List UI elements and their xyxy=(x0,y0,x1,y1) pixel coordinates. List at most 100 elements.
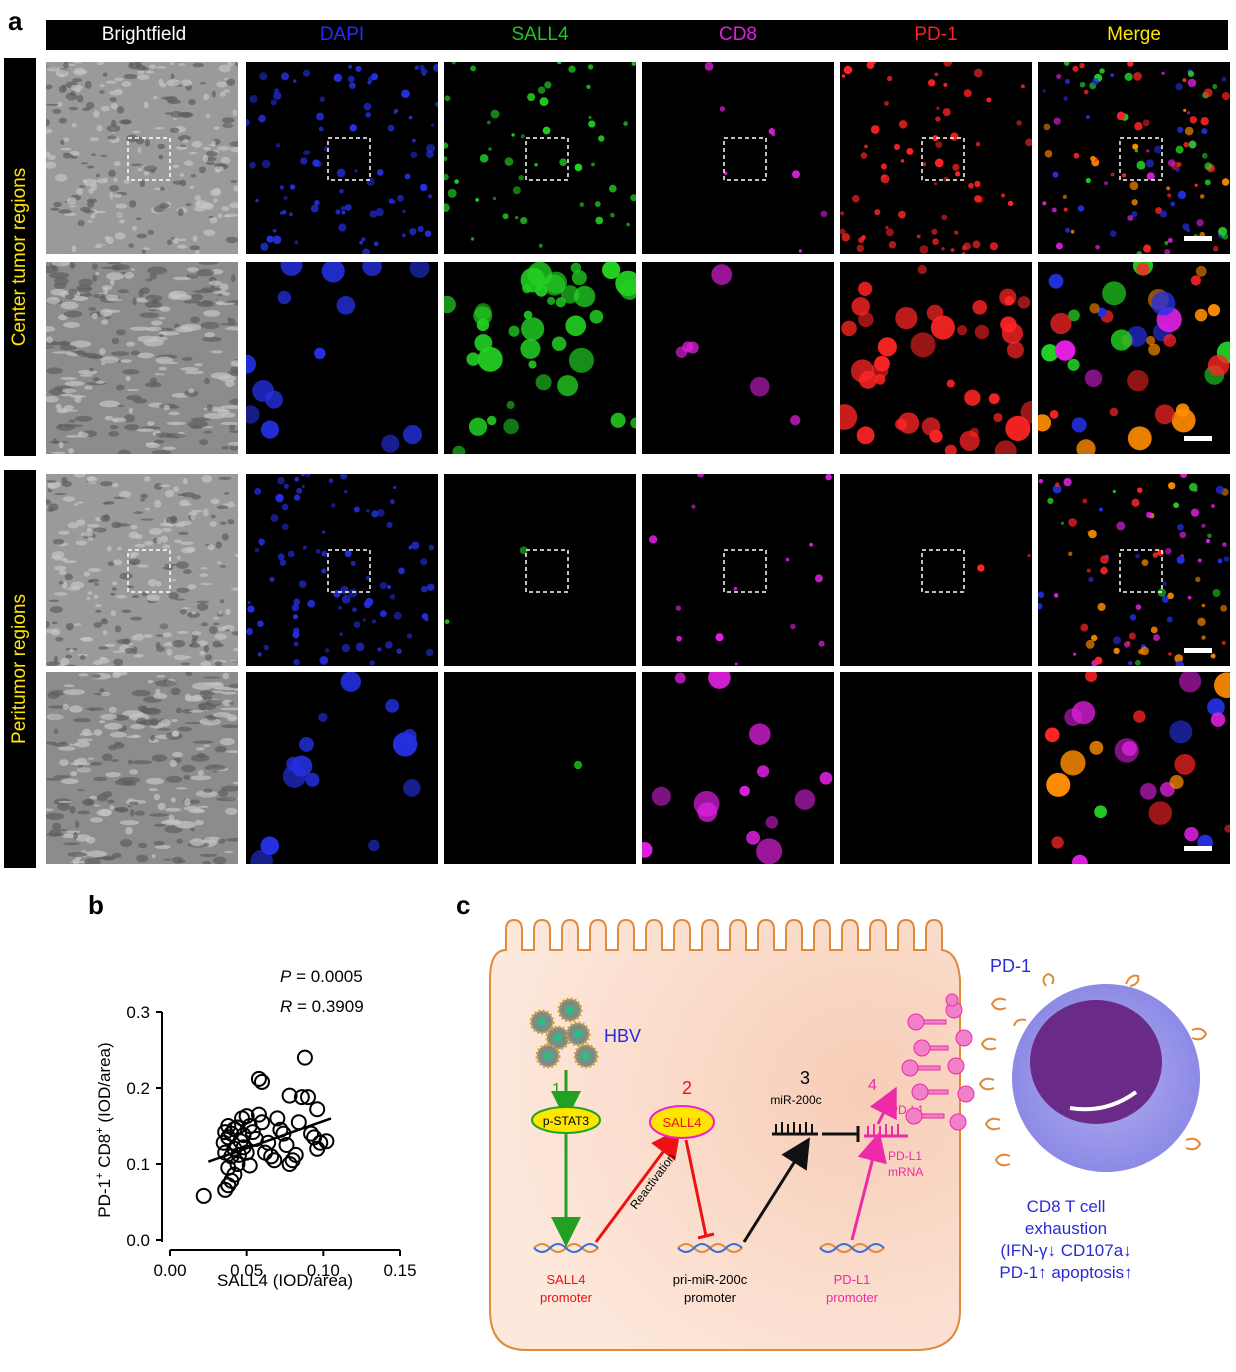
inset-region-box xyxy=(1119,137,1163,181)
data-point xyxy=(300,1089,316,1106)
sall4-promoter-label-1: SALL4 xyxy=(546,1272,585,1287)
micrograph-center-overview-brightfield xyxy=(46,62,238,254)
micrograph-peritumor-overview-dapi xyxy=(246,474,438,666)
micrograph-peritumor-zoom-dapi xyxy=(246,672,438,864)
micrograph-peritumor-overview-cd8 xyxy=(642,474,834,666)
mrna-to-pdl1-arrow xyxy=(869,1086,897,1125)
x-tick-label: 0.10 xyxy=(307,1261,340,1280)
data-point xyxy=(250,1070,267,1087)
primir-to-mir-arrow xyxy=(742,1137,810,1243)
column-label-sall4: SALL4 xyxy=(511,24,569,45)
inset-region-box xyxy=(723,137,767,181)
step-4-number: 4 xyxy=(868,1077,877,1094)
y-tick-label: 0.2 xyxy=(126,1079,150,1098)
micrograph-center-zoom-dapi xyxy=(246,262,438,454)
mir200c-label: miR-200c xyxy=(770,1093,821,1107)
primir-promoter-label-2: promoter xyxy=(684,1290,737,1305)
sall4-promoter-label-2: promoter xyxy=(540,1290,593,1305)
data-point xyxy=(269,1110,286,1127)
micrograph-center-zoom-merge xyxy=(1038,262,1230,454)
channel-header-bar: Brightfield DAPI SALL4 CD8 PD-1 Merge xyxy=(46,20,1228,50)
p-value-label: P = 0.0005 xyxy=(280,967,363,986)
inset-region-box xyxy=(1119,549,1163,593)
step-3-number: 3 xyxy=(800,1068,810,1088)
sall4-inhibits-primir-line xyxy=(684,1139,708,1237)
micrograph-peritumor-overview-brightfield xyxy=(46,474,238,666)
data-point xyxy=(318,1133,335,1150)
pdl1-receptors-icon xyxy=(901,993,975,1131)
micrograph-peritumor-overview-merge xyxy=(1038,474,1230,666)
inhibition-bar xyxy=(697,1232,715,1240)
data-point xyxy=(231,1146,247,1163)
micrograph-peritumor-zoom-brightfield xyxy=(46,672,238,864)
data-point xyxy=(195,1187,212,1204)
x-tick-label: 0.05 xyxy=(230,1261,263,1280)
inset-region-box xyxy=(127,137,171,181)
outcome-line-3: (IFN-γ↓ CD107a↓ xyxy=(1000,1241,1131,1260)
micrograph-center-zoom-brightfield xyxy=(46,262,238,454)
pdl1-promoter-label-1: PD-L1 xyxy=(834,1272,871,1287)
hbv-label: HBV xyxy=(604,1026,641,1046)
data-point xyxy=(293,1089,310,1106)
outcome-line-4: PD-1↑ apoptosis↑ xyxy=(999,1263,1132,1282)
data-point xyxy=(254,1114,270,1131)
micrograph-center-zoom-sall4 xyxy=(444,262,636,454)
mechanism-diagram: HBV 1 p-STAT3 SALL4 promoter Reactivatio… xyxy=(486,910,1226,1365)
column-label-dapi: DAPI xyxy=(319,24,365,45)
data-point xyxy=(235,1127,252,1144)
y-tick-label: 0.1 xyxy=(126,1155,150,1174)
scale-bar xyxy=(1184,436,1212,441)
y-tick-label: 0.3 xyxy=(126,1003,150,1022)
micrograph-center-zoom-pd1 xyxy=(840,262,1032,454)
row-label-bar-peritumor: Peritumor regions xyxy=(4,470,36,868)
x-tick-label: 0.00 xyxy=(153,1261,186,1280)
pd1-receptors-icon xyxy=(978,972,1208,1167)
x-axis-label: SALL4 (IOD/area) xyxy=(217,1271,353,1290)
y-tick-label: 0.0 xyxy=(126,1231,150,1250)
x-tick-label: 0.15 xyxy=(383,1261,416,1280)
data-point xyxy=(254,1073,270,1090)
data-point xyxy=(296,1049,313,1066)
micrograph-center-overview-cd8 xyxy=(642,62,834,254)
pd1-label: PD-1 xyxy=(990,956,1031,976)
data-point xyxy=(287,1146,304,1163)
data-point xyxy=(220,1118,237,1134)
inset-region-box xyxy=(723,549,767,593)
promoter-to-mrna-arrow xyxy=(850,1131,887,1241)
micrograph-center-zoom-cd8 xyxy=(642,262,834,454)
micrograph-peritumor-zoom-cd8 xyxy=(642,672,834,864)
sall4-node xyxy=(649,1105,715,1139)
pdl1-mrna-label-2: mRNA xyxy=(888,1165,923,1179)
mechanism-diagram-svg: HBV 1 p-STAT3 SALL4 promoter Reactivatio… xyxy=(489,918,1208,1351)
scale-bar xyxy=(1184,846,1212,851)
data-point xyxy=(309,1101,326,1118)
panel-letter-c: c xyxy=(456,890,471,920)
panel-letter-a: a xyxy=(8,6,23,36)
inset-region-box xyxy=(921,549,965,593)
scatter-plot-svg: PD-1+ CD8+ (IOD/area) SALL4 (IOD/area) P… xyxy=(94,967,417,1290)
micrograph-center-overview-sall4 xyxy=(444,62,636,254)
step-2-number: 2 xyxy=(682,1078,692,1098)
data-point xyxy=(278,1137,295,1153)
sall4-promoter-dna-icon xyxy=(533,1243,599,1253)
row-label-bar-center: Center tumor regions xyxy=(4,58,36,456)
hbv-virions-icon xyxy=(529,997,599,1069)
pdl1-mrna-label-1: PD-L1 xyxy=(888,1149,922,1163)
inset-region-box xyxy=(921,137,965,181)
micrograph-peritumor-zoom-pd1 xyxy=(840,672,1032,864)
data-point xyxy=(281,1087,298,1104)
pstat3-label: p-STAT3 xyxy=(543,1114,590,1128)
micrograph-peritumor-zoom-merge xyxy=(1038,672,1230,864)
r-value-label: R = 0.3909 xyxy=(280,997,364,1016)
panel-letter-b: b xyxy=(88,890,104,920)
micrograph-center-overview-merge xyxy=(1038,62,1230,254)
primir-promoter-dna-icon xyxy=(677,1243,743,1253)
primir-promoter-label-1: pri-miR-200c xyxy=(673,1272,748,1287)
reactivation-arrow xyxy=(594,1127,681,1243)
data-point xyxy=(241,1157,258,1174)
column-label-cd8: CD8 xyxy=(718,24,757,45)
data-point xyxy=(266,1152,283,1169)
mir200c-rna-icon xyxy=(772,1122,818,1136)
y-axis-label: PD-1+ CD8+ (IOD/area) xyxy=(94,1042,114,1217)
inset-region-box xyxy=(327,137,371,181)
